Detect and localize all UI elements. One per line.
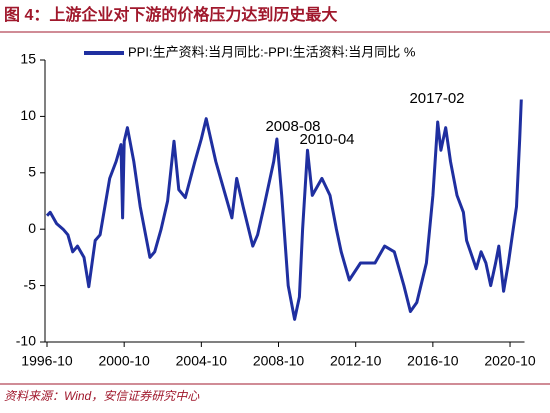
x-tick-label: 2008-10 [253,353,305,369]
y-tick-label: -5 [24,276,37,292]
y-tick-label: 15 [20,51,36,67]
x-tick-label: 2000-10 [98,353,150,369]
x-tick-label: 2012-10 [330,353,382,369]
x-tick-label: 2016-10 [407,353,459,369]
legend-label: PPI:生产资料:当月同比:-PPI:生活资料:当月同比 % [128,44,416,59]
source: 资料来源：Wind，安信证券研究中心 [4,389,200,403]
series-line [45,99,523,321]
chart-title: 图 4：上游企业对下游的价格压力达到历史最大 [4,5,337,24]
y-tick-label: 10 [20,107,36,123]
y-tick-label: 5 [28,164,36,180]
x-tick-label: 2020-10 [484,353,536,369]
y-tick-label: 0 [28,220,36,236]
y-tick-label: -10 [16,333,36,349]
x-tick-label: 2004-10 [176,353,228,369]
annotation: 2008-08 [265,118,320,135]
x-tick-label: 1996-10 [21,353,73,369]
annotation: 2010-04 [299,131,354,148]
annotation: 2017-02 [409,90,464,107]
